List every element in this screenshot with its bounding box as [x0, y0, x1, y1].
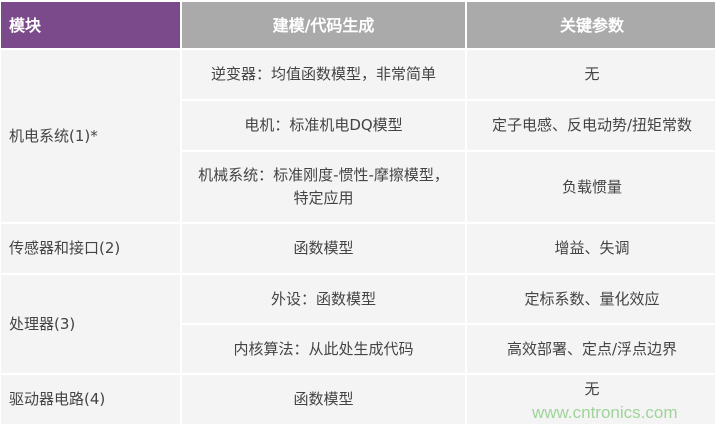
module-cell: 驱动器电路(4): [1, 375, 180, 424]
params-cell: 定子电感、反电动势/扭矩常数: [467, 101, 715, 150]
table-row: 机械系统：标准刚度-惯性-摩擦模型，特定应用 负载惯量: [1, 152, 715, 222]
table-row: 处理器(3) 外设：函数模型 定标系数、量化效应: [1, 275, 715, 373]
header-modeling: 建模/代码生成: [182, 2, 465, 48]
params-cell: 负载惯量: [467, 152, 715, 222]
params-cell: 无: [467, 375, 715, 424]
module-cell: 机电系统(1)*: [1, 50, 180, 222]
params-cell: 高效部署、定点/浮点边界: [467, 325, 715, 373]
params-cell: 增益、失调: [467, 224, 715, 273]
modeling-cell: 逆变器：均值函数模型，非常简单: [182, 50, 465, 99]
table-row: 机电系统(1)* 逆变器：均值函数模型，非常简单 无: [1, 50, 715, 222]
watermark: www.cntronics.com: [532, 403, 678, 422]
params-cell: 定标系数、量化效应: [467, 275, 715, 323]
modeling-cell: 机械系统：标准刚度-惯性-摩擦模型，特定应用: [182, 152, 465, 222]
modeling-cell: 函数模型: [182, 224, 465, 273]
header-params: 关键参数: [467, 2, 715, 48]
table-row: 驱动器电路(4) 函数模型 无: [1, 375, 715, 424]
header-module: 模块: [1, 2, 180, 48]
module-cell: 处理器(3): [1, 275, 180, 373]
table-row: 内核算法：从此处生成代码 高效部署、定点/浮点边界: [1, 325, 715, 373]
params-cell: 无: [467, 50, 715, 99]
table-row: 传感器和接口(2) 函数模型 增益、失调: [1, 224, 715, 273]
modeling-cell: 内核算法：从此处生成代码: [182, 325, 465, 373]
module-cell: 传感器和接口(2): [1, 224, 180, 273]
table-row: 电机：标准机电DQ模型 定子电感、反电动势/扭矩常数: [1, 101, 715, 150]
modeling-cell: 函数模型: [182, 375, 465, 424]
modeling-cell: 电机：标准机电DQ模型: [182, 101, 465, 150]
modeling-cell: 外设：函数模型: [182, 275, 465, 323]
header-row: 模块 建模/代码生成 关键参数: [1, 2, 715, 48]
